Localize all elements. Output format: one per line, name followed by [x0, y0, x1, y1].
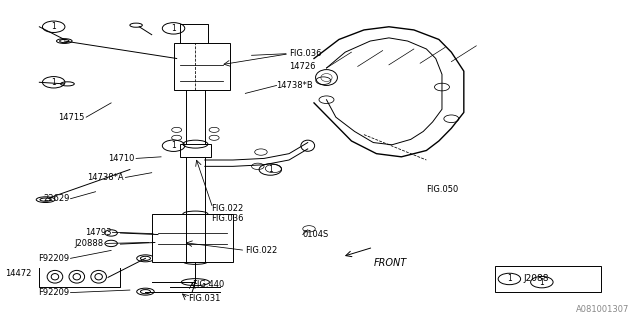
Text: 1: 1: [540, 278, 544, 287]
Text: FIG.440: FIG.440: [192, 280, 225, 289]
Text: 14738*A: 14738*A: [87, 173, 124, 182]
Text: 22629: 22629: [43, 194, 69, 203]
Text: FIG.050: FIG.050: [426, 185, 459, 194]
Text: 1: 1: [171, 24, 176, 33]
Bar: [180, 144, 211, 157]
Text: 14715: 14715: [58, 113, 84, 122]
Text: 14793: 14793: [84, 228, 111, 237]
FancyBboxPatch shape: [173, 43, 230, 90]
Text: 1: 1: [268, 165, 273, 174]
Text: J2088: J2088: [523, 275, 548, 284]
Text: 14726: 14726: [289, 62, 316, 71]
Text: 1: 1: [171, 141, 176, 150]
Text: 1: 1: [507, 275, 512, 284]
Text: FIG.036: FIG.036: [289, 49, 321, 58]
Text: FRONT: FRONT: [373, 258, 406, 268]
Text: 14738*B: 14738*B: [276, 81, 314, 90]
Text: FIG.022: FIG.022: [211, 204, 243, 213]
Text: 14472: 14472: [5, 269, 31, 278]
Text: 1: 1: [51, 78, 56, 87]
Text: 1: 1: [51, 22, 56, 31]
FancyBboxPatch shape: [152, 214, 233, 261]
Text: F92209: F92209: [38, 254, 69, 263]
Text: FIG.031: FIG.031: [188, 294, 220, 303]
Text: FIG.022: FIG.022: [245, 246, 278, 255]
Text: A081001307: A081001307: [576, 305, 629, 314]
Text: 0104S: 0104S: [303, 230, 329, 239]
FancyBboxPatch shape: [495, 266, 601, 292]
Text: 14710: 14710: [108, 154, 134, 163]
Text: J20888: J20888: [74, 239, 104, 248]
Text: F92209: F92209: [38, 288, 69, 297]
Text: FIG.036: FIG.036: [211, 214, 243, 223]
